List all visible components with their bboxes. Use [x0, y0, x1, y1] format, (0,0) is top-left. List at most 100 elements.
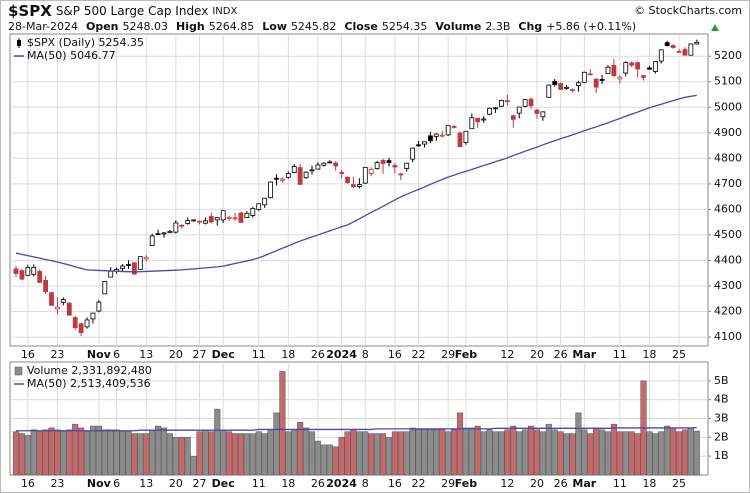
candle-body — [108, 270, 114, 278]
volume-bar — [237, 433, 245, 476]
volume-bar — [36, 431, 43, 476]
x-tick-label: 29 — [441, 348, 455, 361]
candle-body — [439, 134, 445, 137]
candle-body — [55, 306, 60, 310]
quote-label: Close — [344, 20, 377, 33]
volume-bar — [581, 429, 588, 476]
x-tick-label: 22 — [412, 477, 426, 490]
volume-bar — [646, 431, 653, 476]
candle-body — [374, 162, 380, 169]
candle-body — [155, 233, 161, 236]
volume-bar — [231, 433, 239, 476]
symbol: $SPX — [8, 2, 52, 20]
candle-body — [392, 165, 398, 168]
x-tick-label: 11 — [613, 348, 627, 361]
volume-bar — [356, 431, 363, 476]
y-tick-label: 4200 — [714, 305, 742, 318]
x-tick-label: 26 — [554, 477, 568, 490]
x-tick-label: 25 — [672, 477, 686, 490]
y-tick-label: 5B — [714, 374, 729, 387]
legend-swatch — [17, 40, 21, 46]
volume-bar — [113, 429, 120, 476]
volume-bar — [285, 431, 292, 476]
x-tick-label: Dec — [212, 348, 235, 361]
volume-bar — [403, 431, 410, 476]
volume-bar — [628, 431, 635, 476]
candle-body — [475, 117, 481, 123]
x-tick-label: 23 — [50, 348, 64, 361]
candle-body — [457, 132, 463, 147]
candle-body — [528, 98, 534, 107]
header-title: $SPX S&P 500 Large Cap Index INDX — [8, 2, 237, 20]
candle-body — [463, 130, 469, 143]
volume-bar — [18, 433, 25, 476]
volume-bar — [492, 431, 499, 476]
volume-bar — [445, 431, 452, 476]
candle-body — [309, 169, 315, 172]
candle-body — [339, 171, 345, 174]
candle-body — [220, 210, 226, 221]
volume-bar — [664, 425, 671, 476]
volume-bar — [107, 429, 114, 476]
x-tick-label: 13 — [139, 348, 153, 361]
volume-bar — [593, 427, 600, 476]
volume-bar — [83, 431, 91, 476]
candle-body — [102, 281, 108, 295]
candle-body — [262, 197, 268, 206]
x-tick-label: 16 — [388, 477, 402, 490]
candle-body — [593, 78, 599, 88]
candle-body — [78, 323, 84, 334]
y-tick-label: 1B — [714, 449, 729, 462]
candle-body — [43, 279, 48, 293]
volume-bar — [675, 431, 683, 476]
volume-bar — [486, 429, 493, 476]
candle-body — [558, 83, 564, 90]
x-tick-label: 20 — [530, 477, 544, 490]
candle-body — [694, 41, 700, 45]
volume-bar — [681, 429, 689, 476]
candle-body — [49, 292, 54, 306]
volume-bar — [243, 433, 250, 476]
volume-bar — [533, 429, 541, 476]
volume-bar — [125, 431, 132, 476]
quote-value: 5245.82 — [291, 20, 337, 33]
candle-body — [137, 256, 143, 270]
candle-body — [552, 81, 558, 85]
x-tick-label: 29 — [441, 477, 455, 490]
volume-bar — [137, 433, 144, 476]
copyright: © StockCharts.com — [634, 4, 742, 17]
volume-bar — [220, 429, 227, 476]
quote-label: Open — [86, 20, 119, 33]
volume-bar — [291, 429, 298, 476]
volume-bar — [184, 437, 191, 476]
x-tick-label: Nov — [87, 348, 112, 361]
candle-body — [191, 219, 197, 222]
volume-bar — [569, 433, 576, 476]
x-tick-label: 6 — [113, 477, 120, 490]
volume-bar — [101, 429, 108, 476]
volume-bar — [261, 433, 268, 476]
quote-value: 5264.85 — [209, 20, 255, 33]
quote-label: Volume — [435, 20, 481, 33]
x-tick-label: 18 — [281, 348, 295, 361]
candle-body — [238, 212, 244, 223]
candle-body — [303, 171, 309, 179]
candle-body — [226, 216, 232, 219]
candle-body — [256, 203, 262, 210]
candle-body — [356, 184, 362, 187]
candle-body — [676, 50, 682, 53]
x-tick-label: 18 — [281, 477, 295, 490]
volume-bar — [539, 431, 546, 476]
volume-bar — [510, 425, 517, 476]
candle-body — [31, 266, 37, 275]
volume-bar — [350, 429, 357, 476]
x-tick-label: 27 — [193, 348, 207, 361]
x-tick-label: 11 — [252, 348, 266, 361]
volume-bar — [610, 423, 617, 476]
volume-bar — [344, 431, 351, 476]
y-tick-label: 5200 — [714, 49, 742, 62]
candle-body — [274, 177, 279, 180]
y-tick-label: 4400 — [714, 253, 742, 266]
candle-body — [232, 217, 238, 220]
candle-body — [321, 162, 327, 166]
